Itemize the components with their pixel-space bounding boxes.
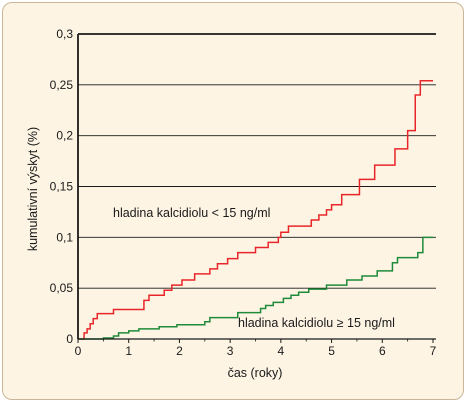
x-tick-label: 5 <box>328 344 335 358</box>
series-layer <box>78 80 433 340</box>
x-tick-label: 0 <box>75 344 82 358</box>
series-line-low-calcidiol <box>78 80 433 340</box>
gridlines <box>78 33 436 289</box>
axes-layer <box>77 34 436 343</box>
annotation-low-calcidiol: hladina kalcidiolu < 15 ng/ml <box>113 206 270 220</box>
x-tick-label: 2 <box>176 344 183 358</box>
y-tick-label: 0,1 <box>56 230 73 244</box>
series-line-high-calcidiol <box>78 236 433 340</box>
y-axis-label: kumulativní výskyt (%) <box>26 127 40 251</box>
y-tick-label: 0,25 <box>50 78 74 92</box>
tick-labels: 0 0,05 0,1 0,15 0,2 0,25 0,3 0 1 2 3 4 5 6 7 <box>50 27 437 358</box>
y-tick-label: 0,05 <box>50 281 74 295</box>
y-tick-label: 0,15 <box>50 180 74 194</box>
y-tick-label: 0 <box>66 332 73 346</box>
x-tick-label: 3 <box>227 344 234 358</box>
x-tick-label: 7 <box>430 344 437 358</box>
x-tick-label: 6 <box>379 344 386 358</box>
x-axis-label: čas (roky) <box>228 366 283 380</box>
y-tick-label: 0,3 <box>56 27 73 41</box>
y-tick-label: 0,2 <box>56 129 73 143</box>
x-tick-label: 4 <box>278 344 285 358</box>
chart-frame <box>2 2 464 400</box>
annotation-high-calcidiol: hladina kalcidiolu ≥ 15 ng/ml <box>238 316 395 330</box>
x-tick-label: 1 <box>125 344 132 358</box>
